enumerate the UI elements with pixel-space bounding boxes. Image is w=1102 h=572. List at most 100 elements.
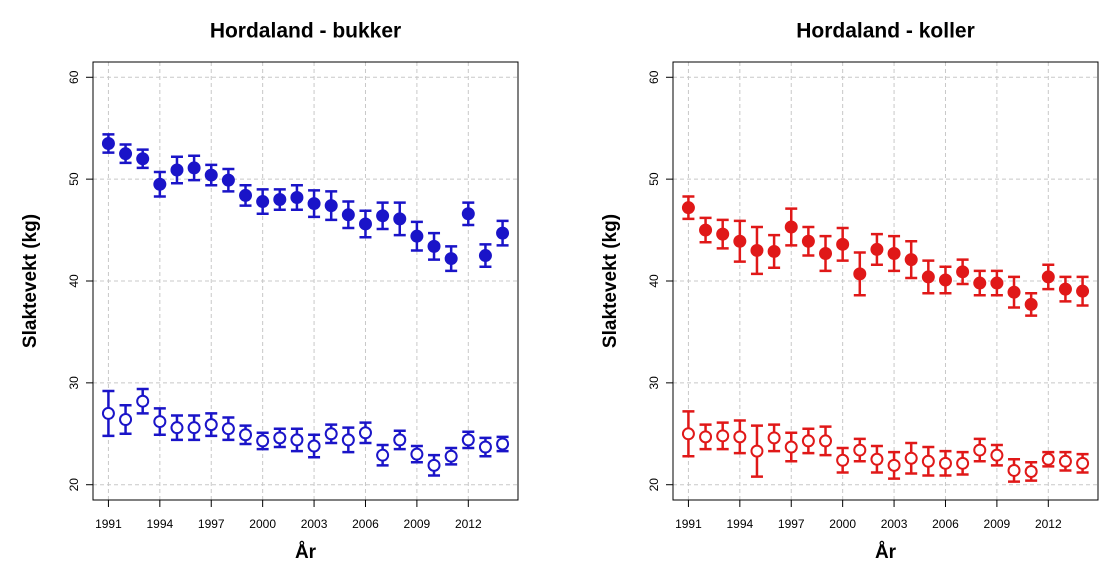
point [444, 449, 458, 463]
point [767, 431, 781, 445]
y-tick-label: 30 [67, 376, 81, 390]
x-tick-label: 1994 [726, 517, 753, 531]
point [444, 252, 458, 266]
y-tick-label: 30 [647, 376, 661, 390]
point [784, 220, 798, 234]
point [887, 246, 901, 260]
point [990, 448, 1004, 462]
point [1058, 454, 1072, 468]
y-tick-label: 40 [67, 274, 81, 288]
point [393, 433, 407, 447]
point [767, 244, 781, 258]
point [870, 452, 884, 466]
point [801, 234, 815, 248]
point [904, 253, 918, 267]
point [427, 458, 441, 472]
point [1007, 463, 1021, 477]
point [341, 208, 355, 222]
point [358, 426, 372, 440]
chart-title: Hordaland - bukker [210, 20, 401, 43]
point [461, 207, 475, 221]
point [870, 242, 884, 256]
point [496, 437, 510, 451]
x-tick-label: 2000 [829, 517, 856, 531]
point [956, 265, 970, 279]
plot-frame [672, 61, 1099, 501]
y-tick-label: 20 [67, 478, 81, 492]
point [699, 223, 713, 237]
point [256, 195, 270, 209]
x-tick-label: 1991 [675, 517, 702, 531]
x-tick-label: 2006 [352, 517, 379, 531]
x-tick-label: 2003 [301, 517, 328, 531]
point [273, 431, 287, 445]
point [307, 197, 321, 211]
x-tick-label: 2009 [404, 517, 431, 531]
point [119, 413, 133, 427]
point [887, 458, 901, 472]
point [324, 427, 338, 441]
x-tick-label: 2012 [455, 517, 482, 531]
point [921, 454, 935, 468]
point [801, 434, 815, 448]
x-tick-label: 2009 [984, 517, 1011, 531]
y-tick-label: 50 [67, 172, 81, 186]
point [681, 427, 695, 441]
point [101, 406, 115, 420]
x-tick-label: 1991 [95, 517, 122, 531]
point [716, 227, 730, 241]
point [750, 444, 764, 458]
y-axis-label: Slaktevekt (kg) [600, 214, 621, 348]
x-tick-label: 2000 [249, 517, 276, 531]
point [733, 430, 747, 444]
point [273, 193, 287, 207]
point [699, 430, 713, 444]
panel: Hordaland - koller År Slaktevekt (kg) 20 30 4… [600, 20, 1099, 563]
point [973, 276, 987, 290]
point [153, 415, 167, 429]
point [170, 421, 184, 435]
point [990, 276, 1004, 290]
point [836, 453, 850, 467]
point [410, 229, 424, 243]
point [393, 212, 407, 226]
point [358, 217, 372, 231]
point [290, 190, 304, 204]
point [239, 188, 253, 202]
panel: Hordaland - bukker År Slaktevekt (kg) 20 30 4… [20, 20, 519, 563]
point [836, 237, 850, 251]
y-tick-label: 60 [67, 70, 81, 84]
point [853, 443, 867, 457]
point [427, 239, 441, 253]
point [256, 434, 270, 448]
point [784, 440, 798, 454]
point [478, 249, 492, 263]
point [376, 448, 390, 462]
point [750, 243, 764, 257]
plot-frame [92, 61, 519, 501]
point [221, 173, 235, 187]
x-tick-label: 2012 [1035, 517, 1062, 531]
x-axis-label: År [295, 542, 317, 563]
x-tick-label: 2003 [881, 517, 908, 531]
point [819, 246, 833, 260]
point [187, 161, 201, 175]
y-tick-label: 50 [647, 172, 661, 186]
point [904, 451, 918, 465]
point [239, 428, 253, 442]
point [681, 201, 695, 215]
point [1007, 285, 1021, 299]
y-tick-label: 20 [647, 478, 661, 492]
point [478, 440, 492, 454]
point [938, 273, 952, 287]
point [1041, 270, 1055, 284]
point [921, 270, 935, 284]
point [341, 433, 355, 447]
point [716, 429, 730, 443]
point [290, 433, 304, 447]
point [938, 456, 952, 470]
x-tick-label: 2006 [932, 517, 959, 531]
point [153, 177, 167, 191]
